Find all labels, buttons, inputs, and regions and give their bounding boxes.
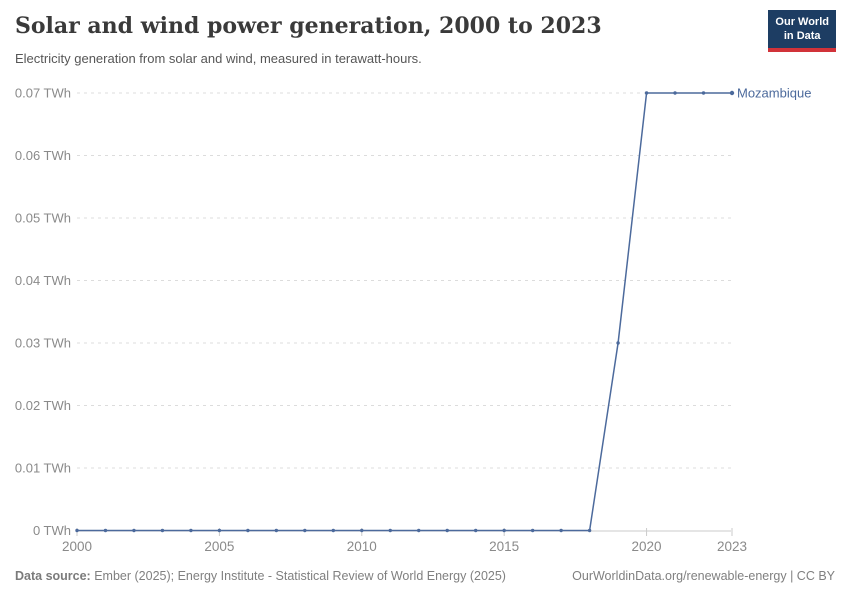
y-tick-label: 0.01 TWh (15, 461, 71, 476)
data-point[interactable] (701, 91, 706, 95)
chart-subtitle: Electricity generation from solar and wi… (15, 51, 422, 66)
y-tick-label: 0.04 TWh (15, 273, 71, 288)
data-point[interactable] (189, 528, 193, 533)
page-title: Solar and wind power generation, 2000 to… (15, 13, 602, 39)
y-tick-label: 0.06 TWh (15, 148, 71, 163)
x-tick-label: 2010 (347, 539, 377, 554)
data-source-label: Data source: (15, 569, 91, 583)
data-point[interactable] (360, 528, 364, 533)
y-tick-label: 0.05 TWh (15, 211, 71, 226)
data-point[interactable] (331, 528, 336, 533)
data-point[interactable] (132, 528, 136, 533)
y-tick-label: 0 TWh (33, 523, 71, 538)
data-point[interactable] (473, 528, 478, 533)
data-point[interactable] (616, 341, 620, 345)
data-line[interactable] (77, 92, 732, 532)
x-tick-label: 2015 (489, 539, 519, 554)
x-tick-label: 2000 (62, 539, 92, 554)
data-point[interactable] (274, 528, 279, 533)
data-point[interactable] (246, 528, 250, 533)
credit-link[interactable]: OurWorldinData.org/renewable-energy | CC… (572, 569, 835, 583)
data-point[interactable] (559, 528, 563, 533)
data-point[interactable] (160, 528, 165, 533)
data-source-text: Ember (2025); Energy Institute - Statist… (90, 569, 506, 583)
chart-footer: Data source: Ember (2025); Energy Instit… (15, 569, 835, 583)
data-point[interactable] (729, 90, 735, 96)
data-point[interactable] (75, 528, 79, 533)
x-tick-label: 2020 (632, 539, 662, 554)
owid-logo-line1: Our World (775, 16, 829, 28)
series-label: Mozambique (737, 86, 811, 101)
data-point[interactable] (388, 528, 392, 533)
y-tick-label: 0.02 TWh (15, 398, 71, 413)
owid-logo-line2: in Data (783, 29, 821, 42)
y-tick-label: 0.03 TWh (15, 336, 71, 351)
data-point[interactable] (502, 528, 506, 533)
data-source: Data source: Ember (2025); Energy Instit… (15, 569, 506, 583)
owid-logo[interactable]: Our World in Data (768, 10, 836, 52)
data-point[interactable] (445, 528, 449, 533)
data-point[interactable] (673, 91, 677, 95)
data-point[interactable] (217, 528, 222, 533)
data-point[interactable] (530, 528, 535, 533)
data-point[interactable] (417, 528, 421, 533)
data-point[interactable] (587, 528, 592, 533)
data-point[interactable] (303, 528, 307, 533)
data-point[interactable] (644, 91, 649, 95)
data-point[interactable] (103, 528, 108, 533)
x-tick-label: 2023 (717, 539, 747, 554)
x-tick-label: 2005 (204, 539, 234, 554)
y-tick-label: 0.07 TWh (15, 86, 71, 101)
